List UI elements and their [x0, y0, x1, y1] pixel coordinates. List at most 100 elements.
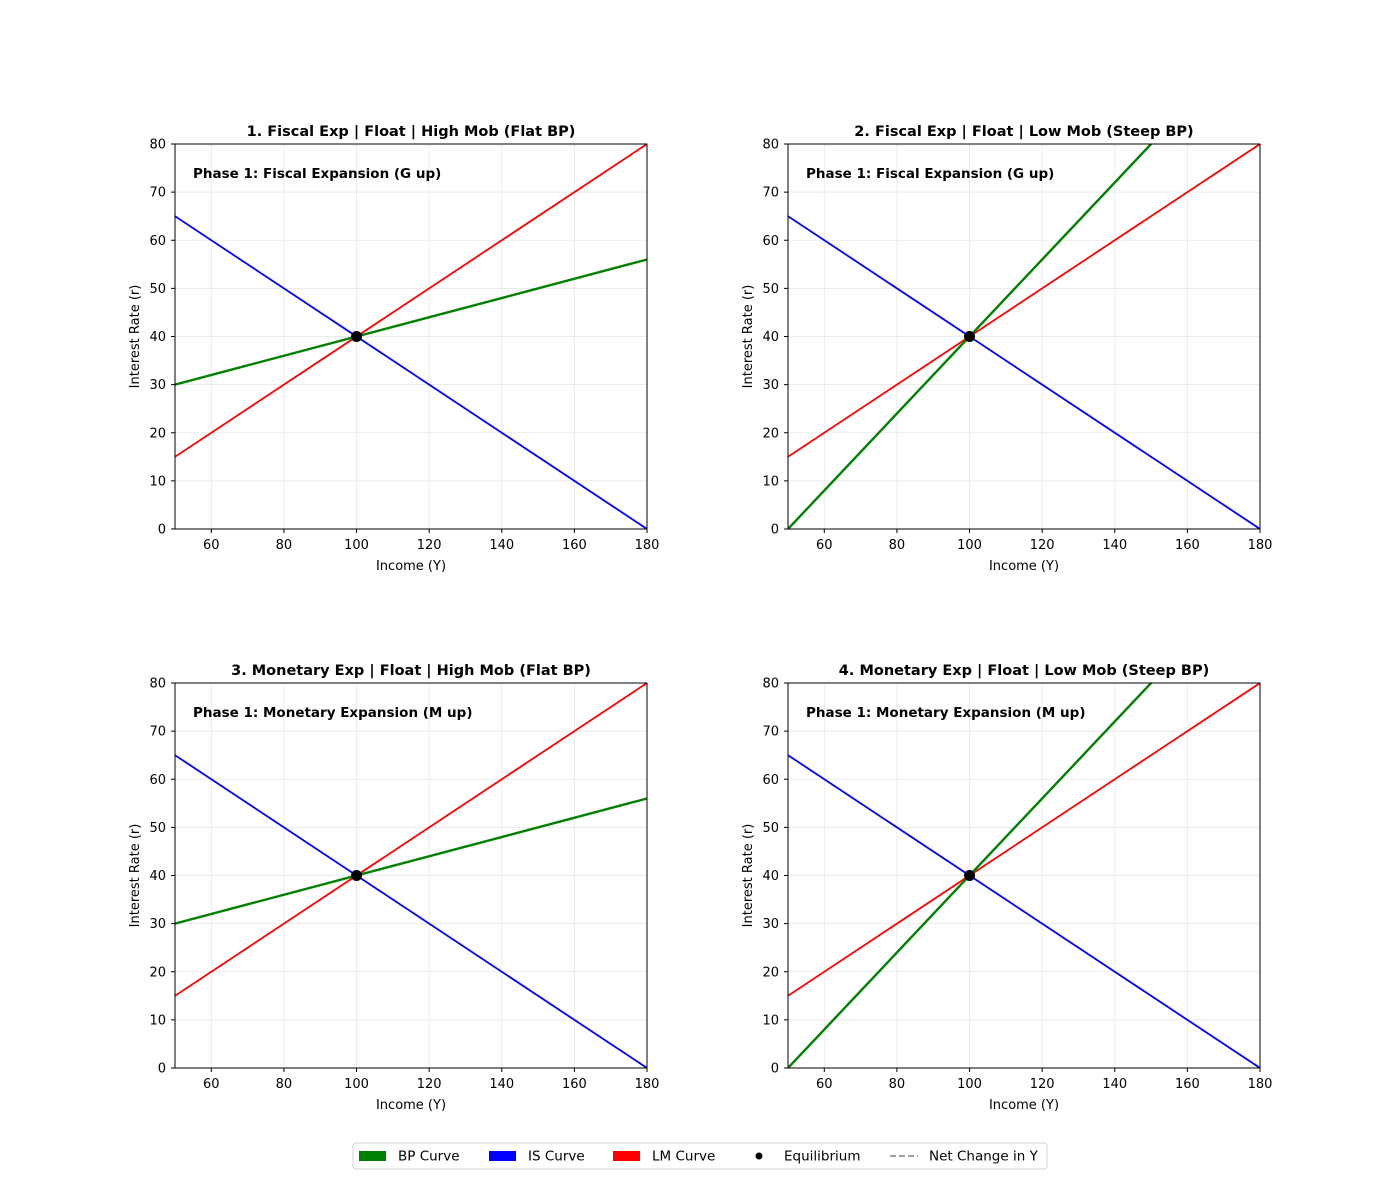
bp-curve-line	[175, 258, 647, 386]
y-tick-label: 60	[149, 773, 166, 788]
legend-marker	[755, 1152, 763, 1160]
x-tick-label: 140	[1102, 1077, 1127, 1092]
x-tick-label: 160	[562, 1077, 587, 1092]
y-tick-label: 0	[771, 523, 779, 538]
x-tick-label: 180	[635, 538, 660, 553]
x-tick-label: 180	[1248, 538, 1273, 553]
x-tick-label: 60	[203, 538, 220, 553]
y-tick-label: 0	[158, 1062, 166, 1077]
bp-curve-line	[788, 144, 1153, 529]
x-tick-label: 180	[635, 1077, 660, 1092]
panel-title: 1. Fiscal Exp | Float | High Mob (Flat B…	[247, 124, 576, 140]
y-tick-label: 70	[762, 725, 779, 740]
y-tick-label: 20	[149, 426, 166, 441]
y-tick-label: 30	[149, 378, 166, 393]
x-tick-label: 80	[889, 538, 906, 553]
x-tick-label: 80	[889, 1077, 906, 1092]
x-axis-label: Income (Y)	[989, 1098, 1059, 1113]
x-tick-label: 120	[1030, 538, 1055, 553]
y-tick-label: 70	[149, 186, 166, 201]
bp-curve-line	[788, 683, 1153, 1068]
x-tick-label: 140	[489, 538, 514, 553]
y-tick-label: 50	[149, 282, 166, 297]
y-tick-label: 20	[762, 426, 779, 441]
y-tick-label: 20	[762, 965, 779, 980]
phase-annotation: Phase 1: Monetary Expansion (M up)	[806, 705, 1086, 721]
y-tick-label: 80	[149, 138, 166, 153]
y-tick-label: 50	[149, 821, 166, 836]
y-tick-label: 0	[771, 1062, 779, 1077]
lm-curve-line	[175, 683, 647, 997]
x-tick-label: 160	[1175, 538, 1200, 553]
y-tick-label: 10	[149, 1013, 166, 1028]
y-tick-label: 0	[158, 523, 166, 538]
x-tick-label: 100	[957, 538, 982, 553]
legend-label: LM Curve	[652, 1149, 715, 1165]
y-tick-label: 40	[762, 330, 779, 345]
y-tick-label: 10	[762, 474, 779, 489]
legend-frame	[352, 1142, 1048, 1170]
equilibrium-point	[964, 870, 976, 881]
legend: BP Curve IS Curve LM Curve Equilibrium Net C…	[352, 1142, 1048, 1170]
y-tick-label: 40	[149, 869, 166, 884]
phase-annotation: Phase 1: Monetary Expansion (M up)	[193, 705, 473, 721]
y-tick-label: 60	[762, 773, 779, 788]
x-tick-label: 140	[489, 1077, 514, 1092]
x-tick-label: 60	[203, 1077, 220, 1092]
is-curve-line	[175, 215, 647, 529]
x-tick-label: 60	[816, 538, 833, 553]
x-tick-label: 120	[417, 538, 442, 553]
equilibrium-point	[351, 870, 363, 881]
x-tick-label: 140	[1102, 538, 1127, 553]
legend-item-lm-curve: LM Curve	[613, 1149, 715, 1165]
x-tick-label: 100	[344, 1077, 369, 1092]
panel-title: 3. Monetary Exp | Float | High Mob (Flat…	[231, 663, 591, 679]
y-axis-label: Interest Rate (r)	[128, 285, 143, 389]
legend-label: IS Curve	[528, 1149, 585, 1165]
legend-label: Equilibrium	[784, 1149, 861, 1165]
y-tick-label: 30	[762, 378, 779, 393]
y-axis-label: Interest Rate (r)	[128, 824, 143, 928]
is-curve-line	[175, 754, 647, 1068]
x-tick-label: 80	[276, 538, 293, 553]
legend-item-equilibrium: Equilibrium	[755, 1149, 861, 1165]
legend-label: Net Change in Y	[929, 1149, 1039, 1165]
y-tick-label: 50	[762, 821, 779, 836]
x-tick-label: 80	[276, 1077, 293, 1092]
bp-curve-line	[175, 797, 647, 925]
phase-annotation: Phase 1: Fiscal Expansion (G up)	[806, 166, 1054, 182]
legend-item-bp-curve: BP Curve	[359, 1149, 460, 1165]
lm-curve-line	[788, 144, 1260, 458]
y-axis-label: Interest Rate (r)	[741, 285, 756, 389]
y-tick-label: 50	[762, 282, 779, 297]
legend-item-is-curve: IS Curve	[489, 1149, 585, 1165]
chart-panel-1: 60 80 100 120 140 160 180 0 10 20 30 40 50 60 70 80 1. F…	[128, 124, 659, 574]
y-tick-label: 80	[762, 677, 779, 692]
y-tick-label: 80	[149, 677, 166, 692]
legend-item-net-change-in-y: Net Change in Y	[890, 1149, 1039, 1165]
y-tick-label: 10	[762, 1013, 779, 1028]
x-tick-label: 120	[1030, 1077, 1055, 1092]
is-curve-line	[788, 754, 1260, 1068]
y-tick-label: 40	[149, 330, 166, 345]
y-tick-label: 20	[149, 965, 166, 980]
y-tick-label: 10	[149, 474, 166, 489]
legend-swatch	[359, 1151, 386, 1161]
y-tick-label: 30	[149, 917, 166, 932]
x-axis-label: Income (Y)	[989, 559, 1059, 574]
phase-annotation: Phase 1: Fiscal Expansion (G up)	[193, 166, 441, 182]
y-tick-label: 40	[762, 869, 779, 884]
y-tick-label: 30	[762, 917, 779, 932]
x-tick-label: 100	[957, 1077, 982, 1092]
x-axis-label: Income (Y)	[376, 1098, 446, 1113]
x-tick-label: 180	[1248, 1077, 1273, 1092]
legend-swatch	[489, 1151, 516, 1161]
y-axis-label: Interest Rate (r)	[741, 824, 756, 928]
x-tick-label: 100	[344, 538, 369, 553]
panel-title: 4. Monetary Exp | Float | Low Mob (Steep…	[839, 663, 1209, 679]
chart-panel-4: 60 80 100 120 140 160 180 0 10 20 30 40 50 60 70 80 4. M…	[741, 663, 1273, 1113]
y-tick-label: 60	[149, 234, 166, 249]
